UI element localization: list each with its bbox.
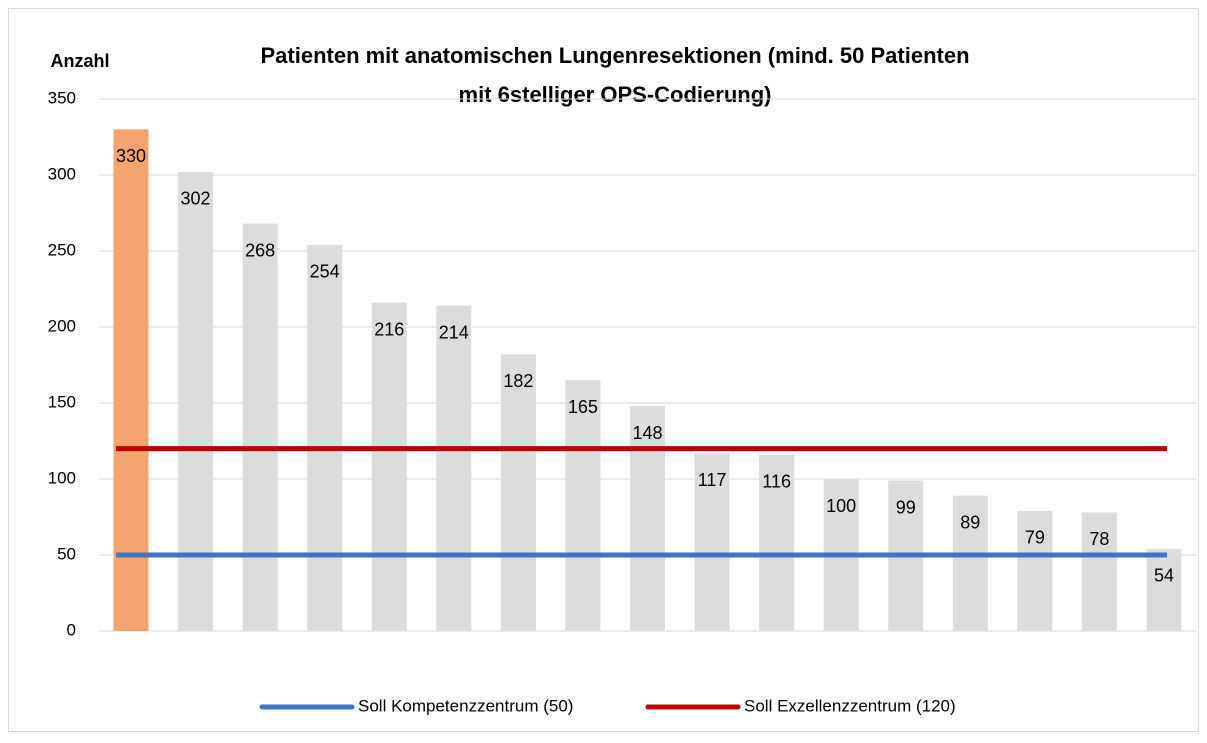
data-label: 117: [698, 470, 727, 490]
data-label: 99: [896, 497, 916, 517]
y-tick-label: 100: [48, 468, 76, 487]
data-label: 54: [1154, 566, 1174, 586]
bar: [694, 453, 730, 631]
bar: [307, 244, 343, 632]
data-label: 100: [826, 496, 856, 516]
data-label: 78: [1089, 529, 1109, 549]
chart-title: mit 6stelliger OPS-Codierung): [459, 82, 772, 107]
data-label: 116: [762, 471, 791, 491]
y-tick-label: 0: [67, 620, 76, 639]
bar: [630, 406, 665, 631]
bar: [113, 129, 149, 631]
data-label: 148: [632, 423, 662, 443]
chart-title: Patienten mit anatomischen Lungenresekti…: [260, 43, 969, 68]
data-label: 330: [116, 146, 146, 166]
data-label: 79: [1025, 528, 1045, 548]
bar: [1081, 512, 1117, 631]
y-tick-label: 150: [48, 392, 76, 411]
legend-label: Soll Exzellenzzentrum (120): [744, 696, 956, 715]
data-label: 268: [245, 240, 275, 260]
bar: [242, 223, 278, 631]
bar: [1146, 548, 1182, 631]
data-label: 165: [568, 397, 598, 417]
y-tick-label: 250: [48, 240, 76, 259]
y-axis-label: Anzahl: [50, 51, 109, 71]
data-label: 302: [181, 189, 211, 209]
bar: [371, 302, 407, 631]
data-label: 254: [310, 262, 340, 282]
bar: [565, 380, 601, 631]
bar: [1017, 510, 1053, 631]
y-tick-label: 200: [48, 316, 76, 335]
data-label: 214: [439, 322, 469, 342]
data-label: 182: [503, 371, 533, 391]
bar: [178, 171, 214, 631]
bar: [500, 354, 536, 631]
bar: [952, 495, 988, 631]
y-tick-label: 300: [48, 164, 76, 183]
bar: [436, 305, 472, 631]
data-label: 89: [960, 512, 980, 532]
y-tick-label: 350: [48, 88, 76, 107]
data-label: 216: [374, 319, 404, 339]
y-tick-label: 50: [57, 544, 76, 563]
legend-label: Soll Kompetenzzentrum (50): [358, 696, 573, 715]
bar: [759, 454, 795, 631]
